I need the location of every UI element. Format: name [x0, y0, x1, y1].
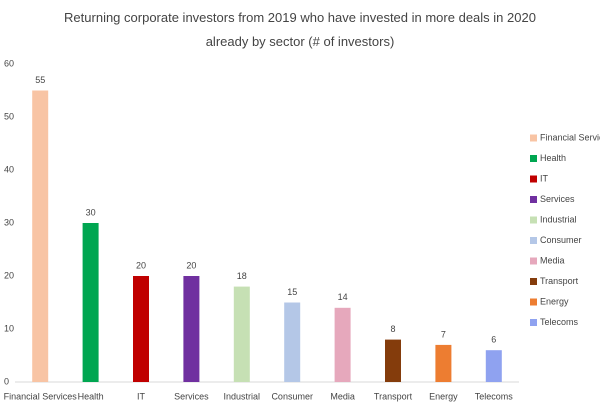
bar: [485, 350, 502, 382]
legend-swatch: [530, 155, 537, 162]
x-tick-label: Telecoms: [475, 391, 514, 401]
data-label: 7: [441, 329, 446, 339]
bar: [233, 286, 250, 382]
bar: [183, 276, 200, 382]
bar: [385, 339, 401, 382]
y-tick-label: 40: [4, 164, 14, 174]
y-tick-label: 30: [4, 217, 14, 227]
y-tick-label: 60: [4, 58, 14, 68]
bar: [435, 344, 452, 382]
data-label: 6: [491, 335, 496, 345]
legend-swatch: [530, 298, 537, 306]
y-tick-label: 20: [4, 270, 14, 280]
legend-swatch: [530, 134, 537, 142]
legend-label: Transport: [540, 276, 579, 286]
x-tick-label: Financial Services: [4, 391, 78, 401]
bar: [284, 302, 301, 382]
bar: [133, 276, 149, 382]
x-tick-label: Industrial: [224, 391, 261, 401]
data-label: 20: [136, 260, 146, 270]
x-tick-label: Energy: [429, 391, 458, 401]
legend-label: Industrial: [540, 214, 577, 224]
x-tick-label: Media: [330, 391, 355, 401]
legend-label: Energy: [540, 296, 569, 306]
data-label: 8: [390, 324, 395, 334]
legend-swatch: [530, 237, 537, 244]
legend-swatch: [530, 196, 537, 203]
data-label: 55: [35, 75, 45, 85]
data-label: 30: [86, 207, 96, 217]
legend-label: Services: [540, 194, 575, 204]
bar: [334, 307, 351, 382]
x-tick-label: Transport: [374, 391, 413, 401]
x-tick-label: IT: [137, 391, 146, 401]
legend-label: Telecoms: [540, 317, 579, 327]
chart-title: Returning corporate investors from 2019 …: [64, 10, 536, 49]
data-label: 15: [287, 287, 297, 297]
y-tick-label: 0: [4, 376, 9, 386]
legend-label: Health: [540, 153, 566, 163]
legend-label: Consumer: [540, 235, 582, 245]
legend-swatch: [530, 278, 537, 285]
x-tick-label: Health: [78, 391, 104, 401]
legend-swatch: [530, 175, 537, 183]
x-tick-label: Services: [174, 391, 209, 401]
legend-label: Media: [540, 255, 565, 265]
data-label: 20: [186, 260, 196, 270]
data-label: 18: [237, 271, 247, 281]
legend-swatch: [530, 319, 537, 326]
bar: [82, 223, 99, 382]
x-tick-label: Consumer: [271, 391, 313, 401]
y-tick-label: 50: [4, 111, 14, 121]
bar: [32, 90, 49, 382]
y-tick-label: 10: [4, 323, 14, 333]
legend-swatch: [530, 257, 537, 265]
legend-swatch: [530, 216, 537, 224]
legend-label: Financial Services: [540, 132, 600, 142]
data-label: 14: [338, 292, 348, 302]
legend-label: IT: [540, 173, 549, 183]
